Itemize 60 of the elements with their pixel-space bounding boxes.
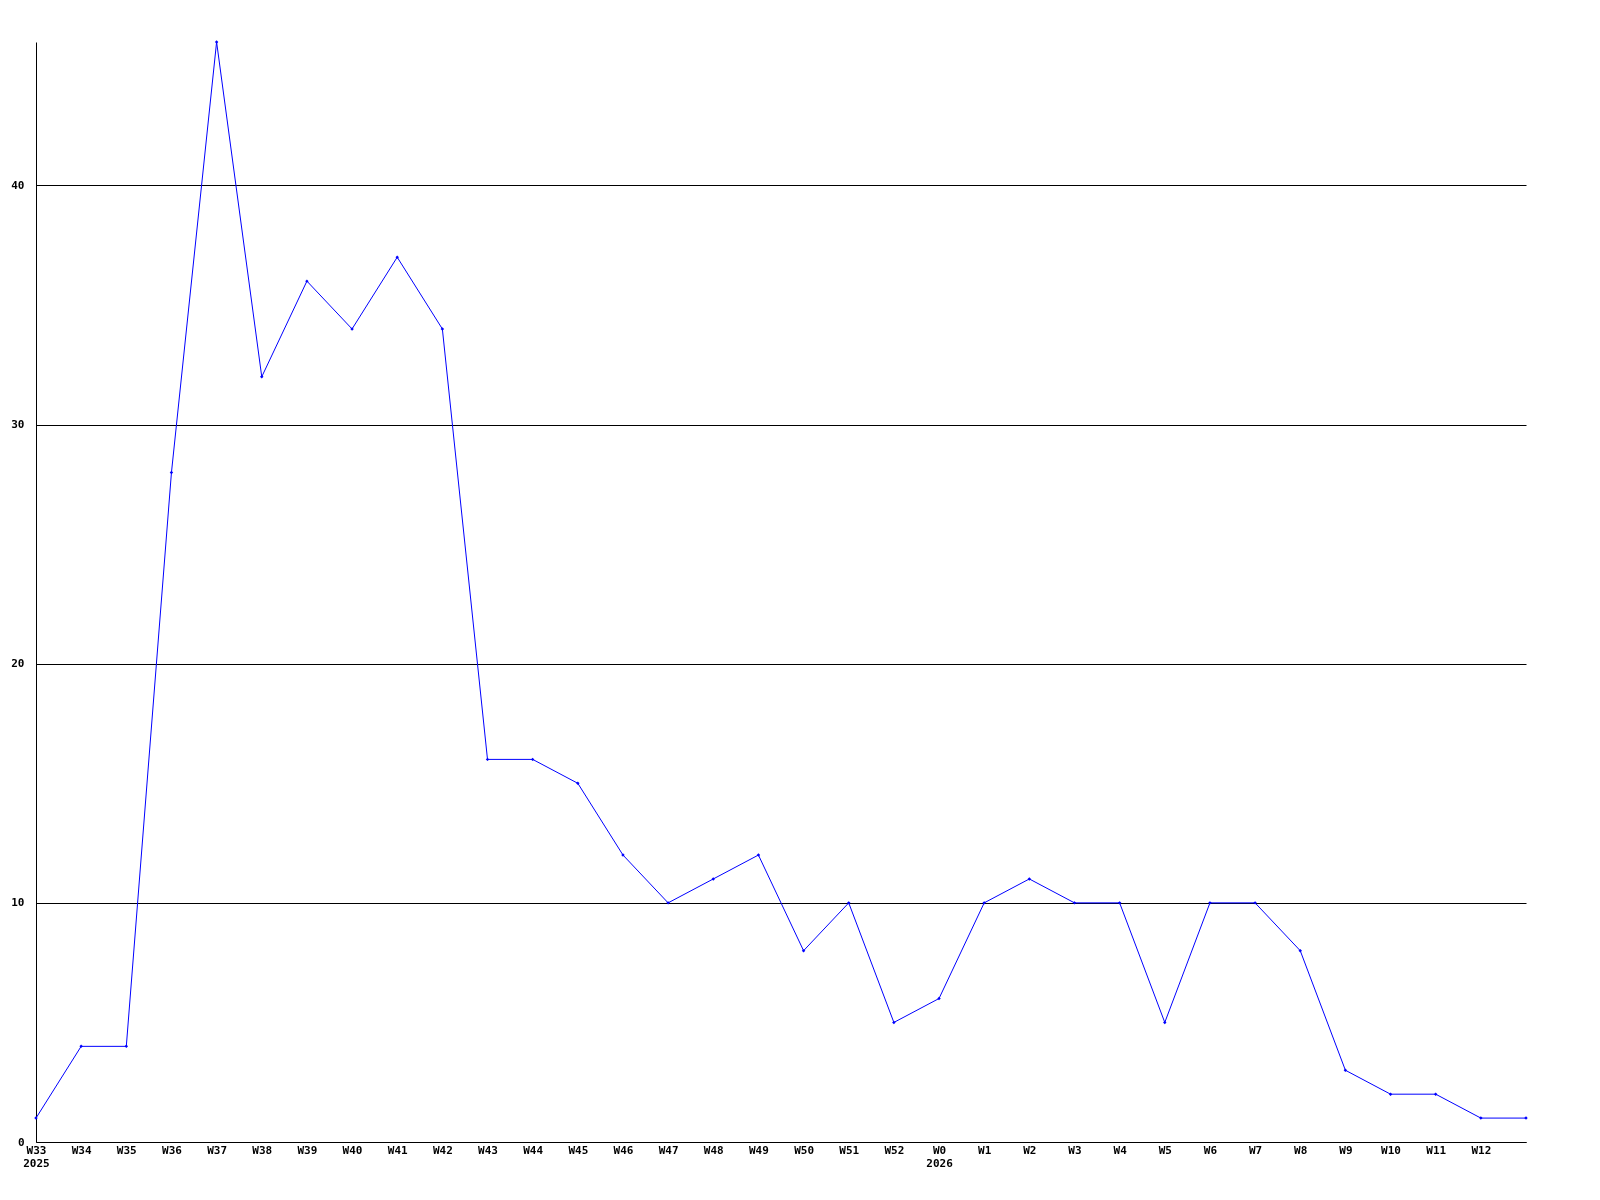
x-tick-label: W50 xyxy=(794,1143,815,1157)
point xyxy=(576,781,580,786)
point xyxy=(1117,901,1122,905)
x-tick-label: W8 xyxy=(1294,1143,1308,1157)
x-tick-label: W37 xyxy=(207,1143,228,1157)
x-tick-label: W33 2025 xyxy=(23,1143,50,1170)
y-tick-label: 40 xyxy=(11,178,25,192)
point xyxy=(847,901,851,905)
x-tick-label: W35 xyxy=(116,1143,137,1157)
point xyxy=(711,877,715,881)
y-tick-label: 30 xyxy=(11,418,25,432)
point xyxy=(982,901,986,905)
point xyxy=(1163,1020,1167,1025)
x-tick-label: W4 xyxy=(1113,1143,1128,1157)
x-tick-label: W40 xyxy=(342,1143,363,1157)
x-tick-label: W5 xyxy=(1158,1143,1172,1157)
y-tick-label: 20 xyxy=(11,657,25,671)
x-tick-label: W52 xyxy=(884,1143,905,1157)
x-tick-label: W46 xyxy=(613,1143,634,1157)
x-tick-label: W1 xyxy=(978,1143,992,1157)
x-tick-label: W51 xyxy=(839,1143,860,1157)
x-tick-label: W7 xyxy=(1248,1143,1263,1157)
point xyxy=(395,255,399,259)
point xyxy=(937,996,941,1001)
x-tick-label: W41 xyxy=(387,1143,409,1157)
point xyxy=(124,1044,129,1049)
x-tick-label: W43 xyxy=(478,1143,498,1157)
point xyxy=(892,1020,896,1025)
point xyxy=(1388,1092,1393,1096)
x-tick-label: W39 xyxy=(297,1143,318,1157)
x-tick-label: W42 xyxy=(432,1143,453,1157)
point xyxy=(1433,1092,1438,1096)
x-tick-label: W44 xyxy=(523,1143,544,1157)
x-tick-label: W34 xyxy=(71,1143,92,1157)
point xyxy=(1072,901,1077,905)
point xyxy=(1027,877,1032,881)
x-tick-label: W3 xyxy=(1068,1143,1082,1157)
x-tick-label: W10 xyxy=(1381,1143,1401,1157)
point xyxy=(214,40,219,44)
point xyxy=(260,375,264,379)
point xyxy=(79,1044,83,1049)
point xyxy=(530,757,535,762)
x-tick-label: W36 xyxy=(162,1143,183,1157)
x-tick-label: W45 xyxy=(568,1143,589,1157)
x-tick-label: W2 xyxy=(1023,1143,1037,1157)
x-tick-label: W11 xyxy=(1426,1143,1447,1157)
x-tick-label: W48 xyxy=(703,1143,724,1157)
x-tick-label: W6 xyxy=(1203,1143,1218,1157)
point xyxy=(1343,1068,1348,1072)
x-tick-label: W49 xyxy=(748,1143,769,1157)
x-tick-label: W9 xyxy=(1339,1143,1353,1157)
y-tick-label: 0 xyxy=(17,1135,25,1149)
x-tick-label: W0 2026 xyxy=(926,1143,954,1170)
x-tick-label: W38 xyxy=(252,1143,273,1157)
point xyxy=(440,327,445,331)
x-tick-label: W47 xyxy=(658,1143,679,1157)
y-tick-label: 10 xyxy=(11,896,25,910)
point xyxy=(756,853,761,857)
point xyxy=(1298,948,1302,953)
x-tick-label: W12 xyxy=(1471,1143,1492,1157)
